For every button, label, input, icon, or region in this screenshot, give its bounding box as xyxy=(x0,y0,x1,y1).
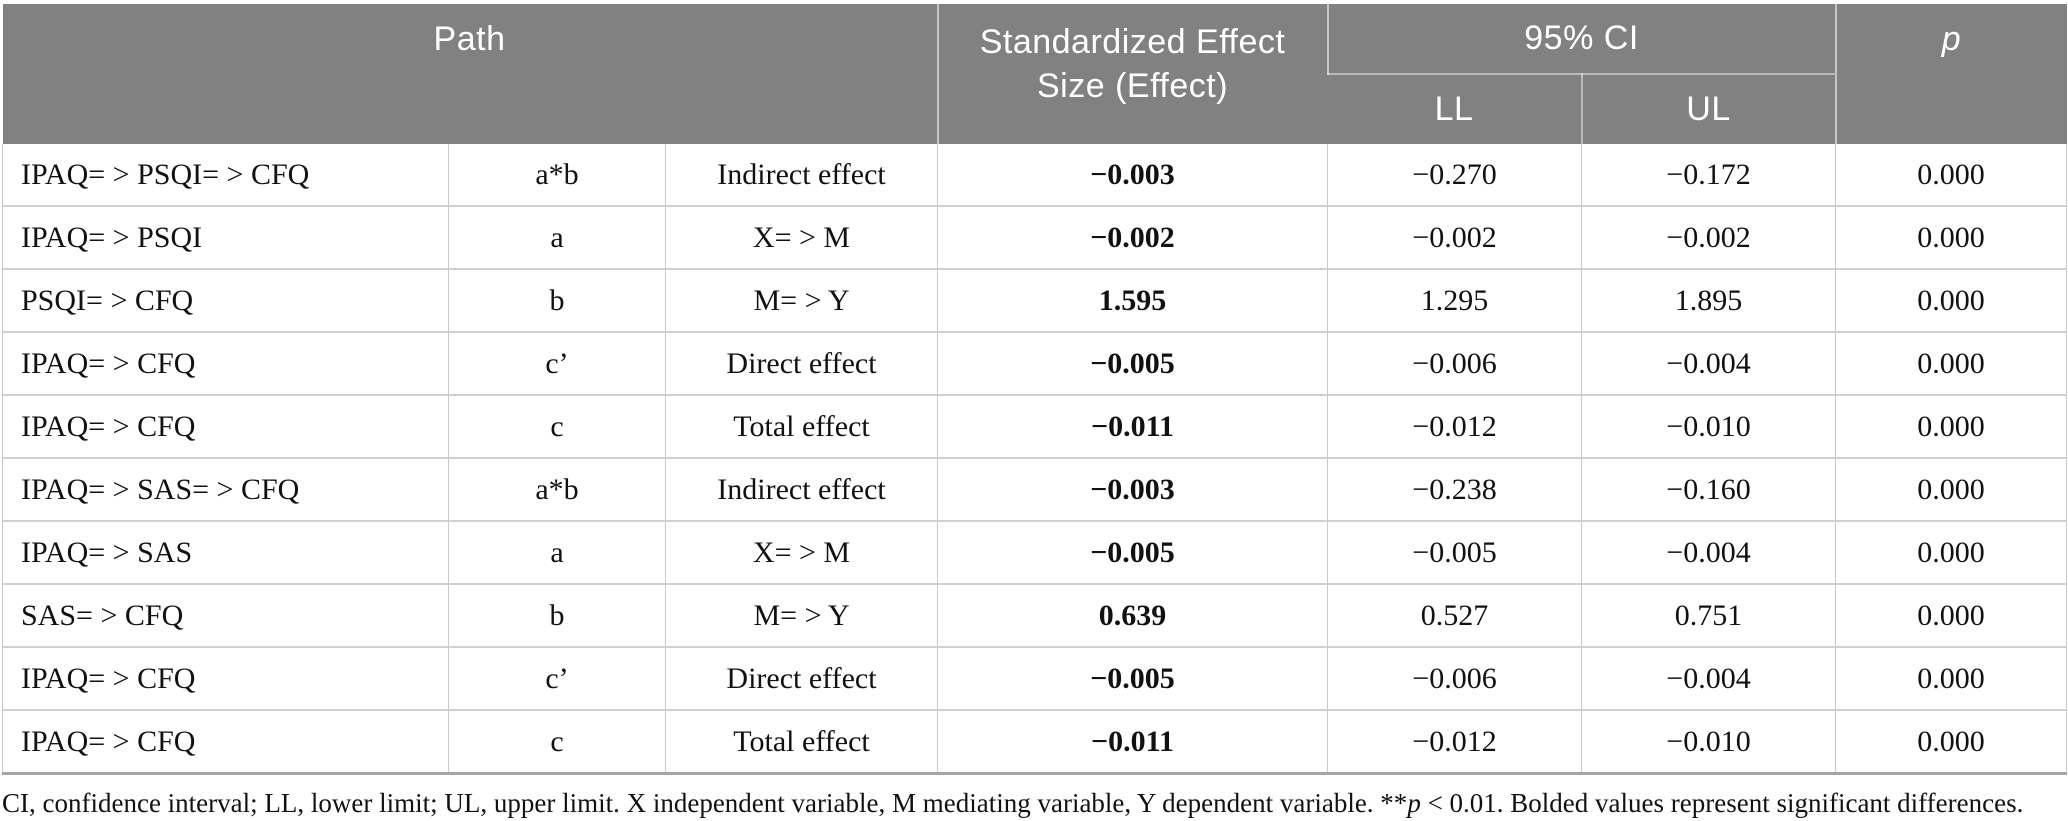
path-cell: IPAQ= > CFQ xyxy=(2,394,449,459)
path-letter-cell: a*b xyxy=(448,144,666,207)
p-cell: 0.000 xyxy=(1835,520,2068,585)
mediation-effects-table: Path Standardized Effect Size (Effect) 9… xyxy=(2,4,2068,775)
ul-cell: 0.751 xyxy=(1581,583,1837,648)
effect-type-cell: Total effect xyxy=(664,709,939,774)
p-cell: 0.000 xyxy=(1835,583,2068,648)
path-cell: PSQI= > CFQ xyxy=(2,268,449,333)
effect-size-cell: −0.005 xyxy=(937,520,1329,585)
p-cell: 0.000 xyxy=(1835,205,2068,270)
table-header: Path Standardized Effect Size (Effect) 9… xyxy=(2,4,2067,144)
p-cell: 0.000 xyxy=(1835,646,2068,711)
path-letter-cell: a*b xyxy=(448,457,666,522)
path-cell: IPAQ= > CFQ xyxy=(2,331,449,396)
footnote-p-italic: p xyxy=(1407,788,1421,818)
path-cell: IPAQ= > SAS xyxy=(2,520,449,585)
table-row: IPAQ= > PSQI a X= > M −0.002 −0.002 −0.002 0.0… xyxy=(2,205,2068,270)
path-letter-cell: c’ xyxy=(448,646,666,711)
effect-size-cell: −0.002 xyxy=(937,205,1329,270)
ll-cell: −0.006 xyxy=(1327,331,1583,396)
path-cell: IPAQ= > SAS= > CFQ xyxy=(2,457,449,522)
header-row-2: LL UL xyxy=(3,74,2067,144)
effect-type-cell: M= > Y xyxy=(664,583,939,648)
footnote-text-2: < 0.01. Bolded values represent signific… xyxy=(1420,788,2024,818)
ll-cell: −0.270 xyxy=(1327,144,1583,207)
table-row: IPAQ= > CFQ c Total effect −0.011 −0.012 −0.0… xyxy=(2,394,2068,459)
effect-type-cell: Direct effect xyxy=(664,331,939,396)
effect-type-cell: Indirect effect xyxy=(664,144,939,207)
p-cell: 0.000 xyxy=(1835,457,2068,522)
p-cell: 0.000 xyxy=(1835,331,2068,396)
column-header-ul: UL xyxy=(1580,74,1836,144)
effect-size-cell: 1.595 xyxy=(937,268,1329,333)
ll-cell: −0.006 xyxy=(1327,646,1583,711)
path-letter-cell: c xyxy=(448,394,666,459)
effect-size-cell: −0.005 xyxy=(937,646,1329,711)
path-letter-cell: a xyxy=(448,520,666,585)
table-footnote: CI, confidence interval; LL, lower limit… xyxy=(2,787,2068,821)
ul-cell: −0.160 xyxy=(1581,457,1837,522)
path-letter-cell: b xyxy=(448,268,666,333)
effect-size-cell: −0.005 xyxy=(937,331,1329,396)
effect-size-cell: −0.003 xyxy=(937,457,1329,522)
ul-cell: −0.002 xyxy=(1581,205,1837,270)
ll-cell: −0.012 xyxy=(1327,394,1583,459)
ul-cell: −0.172 xyxy=(1581,144,1837,207)
path-cell: IPAQ= > PSQI= > CFQ xyxy=(2,144,449,207)
table-row: IPAQ= > CFQ c’ Direct effect −0.005 −0.006 −0… xyxy=(2,646,2068,711)
table-row: SAS= > CFQ b M= > Y 0.639 0.527 0.751 0.000 xyxy=(2,583,2068,648)
table-row: IPAQ= > SAS a X= > M −0.005 −0.005 −0.004 0.00… xyxy=(2,520,2068,585)
ul-cell: −0.004 xyxy=(1581,520,1837,585)
column-header-p: p xyxy=(1834,4,2067,144)
ll-cell: 0.527 xyxy=(1327,583,1583,648)
column-header-95ci: 95% CI xyxy=(1326,4,1836,75)
effect-type-cell: X= > M xyxy=(664,520,939,585)
effect-size-cell: −0.003 xyxy=(937,144,1329,207)
ul-cell: −0.010 xyxy=(1581,394,1837,459)
table-row: IPAQ= > SAS= > CFQ a*b Indirect effect −0.0… xyxy=(2,457,2068,522)
ll-cell: −0.005 xyxy=(1327,520,1583,585)
path-cell: IPAQ= > CFQ xyxy=(2,646,449,711)
ll-cell: −0.238 xyxy=(1327,457,1583,522)
column-header-effect-size: Standardized Effect Size (Effect) xyxy=(936,4,1328,144)
path-letter-cell: a xyxy=(448,205,666,270)
paper-table-figure: Path Standardized Effect Size (Effect) 9… xyxy=(0,4,2068,819)
effect-type-cell: X= > M xyxy=(664,205,939,270)
ul-cell: −0.004 xyxy=(1581,646,1837,711)
p-cell: 0.000 xyxy=(1835,394,2068,459)
column-header-ll: LL xyxy=(1327,74,1582,144)
path-cell: IPAQ= > CFQ xyxy=(2,709,449,774)
ul-cell: 1.895 xyxy=(1581,268,1837,333)
effect-type-cell: Indirect effect xyxy=(664,457,939,522)
effect-type-cell: M= > Y xyxy=(664,268,939,333)
effect-type-cell: Total effect xyxy=(664,394,939,459)
table-row: IPAQ= > CFQ c’ Direct effect −0.005 −0.006 −0… xyxy=(2,331,2068,396)
ul-cell: −0.004 xyxy=(1581,331,1837,396)
effect-type-cell: Direct effect xyxy=(664,646,939,711)
column-header-path: Path xyxy=(2,4,938,144)
path-letter-cell: c xyxy=(448,709,666,774)
p-cell: 0.000 xyxy=(1835,709,2068,774)
table-row: IPAQ= > PSQI= > CFQ a*b Indirect effect −0.… xyxy=(2,144,2068,207)
path-cell: SAS= > CFQ xyxy=(2,583,449,648)
ll-cell: 1.295 xyxy=(1327,268,1583,333)
footnote-text-1: CI, confidence interval; LL, lower limit… xyxy=(2,788,1408,818)
table-body: IPAQ= > PSQI= > CFQ a*b Indirect effect −0.… xyxy=(2,144,2068,774)
ll-cell: −0.002 xyxy=(1327,205,1583,270)
path-letter-cell: b xyxy=(448,583,666,648)
effect-size-cell: −0.011 xyxy=(937,394,1329,459)
table-row: IPAQ= > CFQ c Total effect −0.011 −0.012 −0.0… xyxy=(2,709,2068,774)
ll-cell: −0.012 xyxy=(1327,709,1583,774)
effect-size-cell: −0.011 xyxy=(937,709,1329,774)
effect-size-cell: 0.639 xyxy=(937,583,1329,648)
path-cell: IPAQ= > PSQI xyxy=(2,205,449,270)
p-cell: 0.000 xyxy=(1835,144,2068,207)
path-letter-cell: c’ xyxy=(448,331,666,396)
p-cell: 0.000 xyxy=(1835,268,2068,333)
header-row-1: Path Standardized Effect Size (Effect) 9… xyxy=(2,4,2067,144)
ul-cell: −0.010 xyxy=(1581,709,1837,774)
table-row: PSQI= > CFQ b M= > Y 1.595 1.295 1.895 0.000 xyxy=(2,268,2068,333)
